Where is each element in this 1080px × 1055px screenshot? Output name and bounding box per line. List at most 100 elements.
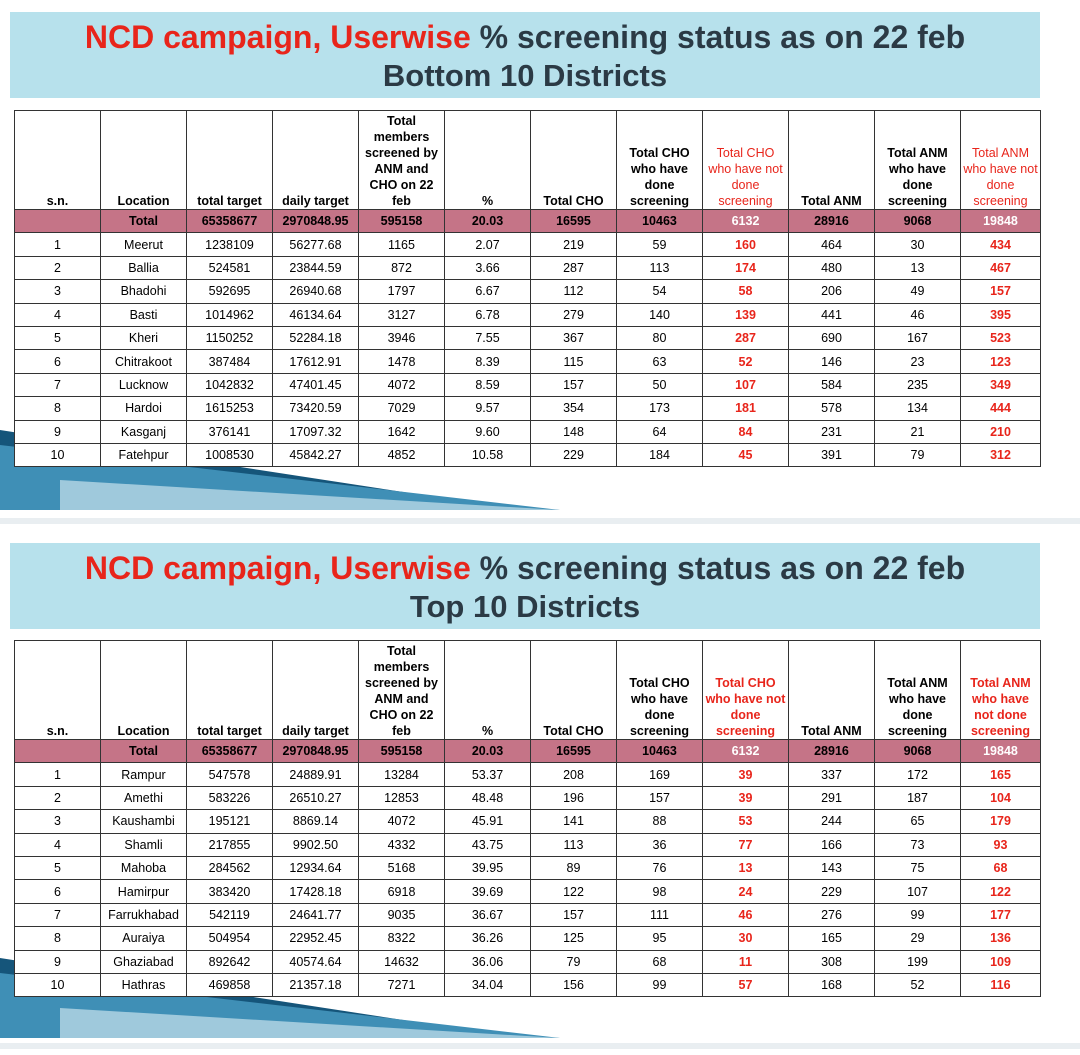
table-cell: 14632	[358, 949, 445, 974]
table-cell: 73	[874, 832, 961, 857]
slide-divider	[0, 518, 1080, 524]
table-cell: 157	[530, 902, 617, 928]
table-cell: 95	[616, 926, 703, 951]
table-cell: 39.95	[444, 855, 531, 881]
table-cell: 13284	[358, 762, 445, 787]
table-cell: Total	[100, 208, 187, 234]
table-cell: 99	[874, 902, 961, 928]
table-cell: 26940.68	[272, 279, 359, 304]
table-row: 9 Kasganj 376141 17097.32 1642 9.60 148 64 84 231…	[14, 419, 1041, 444]
table-cell: 24	[702, 879, 789, 904]
bottom-districts-table: s.n. Location total target daily target …	[14, 110, 1041, 468]
table-cell: 136	[960, 926, 1041, 951]
col-total-anm: Total ANM	[788, 640, 875, 740]
table-cell: 52284.18	[272, 325, 359, 351]
table-cell: 287	[702, 325, 789, 351]
table-cell: 56277.68	[272, 232, 359, 257]
table-cell: 53.37	[444, 762, 531, 787]
table-cell: 9068	[874, 738, 961, 764]
table-cell: 109	[960, 949, 1041, 974]
page-title: NCD campaign, Userwise % screening statu…	[10, 543, 1040, 589]
table-cell: Amethi	[100, 785, 187, 811]
table-cell: 206	[788, 279, 875, 304]
table-cell: 467	[960, 255, 1041, 281]
col-cho-not-done: Total CHO who have not done screening	[702, 110, 789, 210]
table-cell: 165	[960, 762, 1041, 787]
table-cell: 4332	[358, 832, 445, 857]
table-cell: 1	[14, 232, 101, 257]
table-cell: 5	[14, 855, 101, 881]
table-cell: 39.69	[444, 879, 531, 904]
table-cell: 36.67	[444, 902, 531, 928]
table-cell: 53	[702, 809, 789, 834]
table-cell: 52	[874, 972, 961, 998]
table-cell: 148	[530, 419, 617, 444]
table-cell: 6.67	[444, 279, 531, 304]
table-cell: 19848	[960, 738, 1041, 764]
table-cell: 177	[960, 902, 1041, 928]
table-cell: 122	[530, 879, 617, 904]
table-cell: 2	[14, 785, 101, 811]
table-cell: 3946	[358, 325, 445, 351]
table-cell: 34.04	[444, 972, 531, 998]
table-cell: 1797	[358, 279, 445, 304]
table-cell: 276	[788, 902, 875, 928]
table-cell: 79	[530, 949, 617, 974]
table-row: 2 Amethi 583226 26510.27 12853 48.48 196 157 39 2…	[14, 785, 1041, 811]
table-cell: 9.60	[444, 419, 531, 444]
table-cell: 12934.64	[272, 855, 359, 881]
table-body: Total 65358677 2970848.95 595158 20.03 16595 1…	[14, 208, 1041, 468]
top-districts-table: s.n. Location total target daily target …	[14, 640, 1041, 998]
table-cell: 4072	[358, 809, 445, 834]
table-cell: 64	[616, 419, 703, 444]
col-total-target: total target	[186, 640, 273, 740]
table-cell: 49	[874, 279, 961, 304]
table-cell: 312	[960, 442, 1041, 468]
header-row: s.n. Location total target daily target …	[14, 110, 1041, 210]
table-row: 8 Auraiya 504954 22952.45 8322 36.26 125 95 30 16…	[14, 926, 1041, 951]
table-cell: 89	[530, 855, 617, 881]
table-cell: 115	[530, 349, 617, 374]
table-cell: 16595	[530, 738, 617, 764]
table-cell: 88	[616, 809, 703, 834]
table-cell: 10463	[616, 738, 703, 764]
table-cell: 4	[14, 832, 101, 857]
table-cell: 166	[788, 832, 875, 857]
table-cell: 17428.18	[272, 879, 359, 904]
table-cell: 7271	[358, 972, 445, 998]
table-cell: 21	[874, 419, 961, 444]
table-cell: 4	[14, 302, 101, 327]
table-cell: 174	[702, 255, 789, 281]
table-cell: Hardoi	[100, 396, 187, 421]
table-cell: 9	[14, 419, 101, 444]
table-row: 5 Mahoba 284562 12934.64 5168 39.95 89 76 13 143 7…	[14, 855, 1041, 881]
table-cell: 2970848.95	[272, 738, 359, 764]
total-row: Total 65358677 2970848.95 595158 20.03 16595 1…	[14, 208, 1041, 234]
table-cell: 65358677	[186, 738, 273, 764]
col-cho-done: Total CHO who have done screening	[616, 110, 703, 210]
table-cell: 68	[960, 855, 1041, 881]
table-cell: 6.78	[444, 302, 531, 327]
table-cell: 1014962	[186, 302, 273, 327]
total-row: Total 65358677 2970848.95 595158 20.03 16595 1…	[14, 738, 1041, 764]
table-cell: 168	[788, 972, 875, 998]
table-cell: 46134.64	[272, 302, 359, 327]
table-cell: 48.48	[444, 785, 531, 811]
table-cell: 892642	[186, 949, 273, 974]
table-cell: 30	[702, 926, 789, 951]
table-cell: Kasganj	[100, 419, 187, 444]
table-cell: 383420	[186, 879, 273, 904]
col-screened: Total members screened by ANM and CHO on…	[358, 110, 445, 210]
table-cell: 8	[14, 396, 101, 421]
table-cell: 157	[616, 785, 703, 811]
table-cell: 107	[874, 879, 961, 904]
table-cell: 3.66	[444, 255, 531, 281]
table-cell: 7	[14, 902, 101, 928]
col-total-target: total target	[186, 110, 273, 210]
table-cell: 8.39	[444, 349, 531, 374]
title-rest: % screening status as on 22 feb	[470, 19, 966, 55]
table-cell: 68	[616, 949, 703, 974]
page-title: NCD campaign, Userwise % screening statu…	[10, 12, 1040, 58]
table-cell: 59	[616, 232, 703, 257]
table-cell: 9902.50	[272, 832, 359, 857]
